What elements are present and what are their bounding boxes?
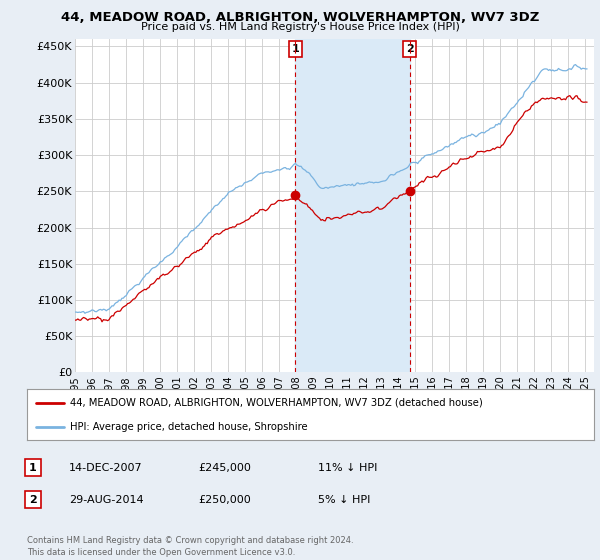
Text: 44, MEADOW ROAD, ALBRIGHTON, WOLVERHAMPTON, WV7 3DZ (detached house): 44, MEADOW ROAD, ALBRIGHTON, WOLVERHAMPT…	[70, 398, 482, 408]
Text: 2: 2	[406, 44, 413, 54]
Text: 29-AUG-2014: 29-AUG-2014	[69, 494, 143, 505]
Text: Contains HM Land Registry data © Crown copyright and database right 2024.
This d: Contains HM Land Registry data © Crown c…	[27, 536, 353, 557]
Bar	[295, 39, 410, 372]
Text: 2: 2	[29, 494, 37, 505]
Text: Price paid vs. HM Land Registry's House Price Index (HPI): Price paid vs. HM Land Registry's House …	[140, 22, 460, 32]
Text: 5% ↓ HPI: 5% ↓ HPI	[318, 494, 370, 505]
Text: 1: 1	[29, 463, 37, 473]
Text: 14-DEC-2007: 14-DEC-2007	[69, 463, 143, 473]
Text: £245,000: £245,000	[198, 463, 251, 473]
Text: 11% ↓ HPI: 11% ↓ HPI	[318, 463, 377, 473]
Text: HPI: Average price, detached house, Shropshire: HPI: Average price, detached house, Shro…	[70, 422, 307, 432]
Text: 44, MEADOW ROAD, ALBRIGHTON, WOLVERHAMPTON, WV7 3DZ: 44, MEADOW ROAD, ALBRIGHTON, WOLVERHAMPT…	[61, 11, 539, 24]
Text: 1: 1	[292, 44, 299, 54]
Text: £250,000: £250,000	[198, 494, 251, 505]
